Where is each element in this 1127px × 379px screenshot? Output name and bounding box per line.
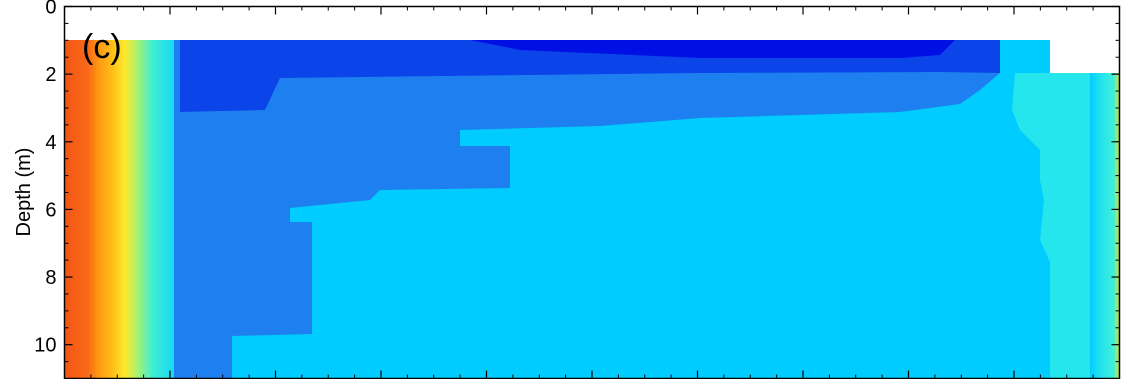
y-tick-label: 2 bbox=[45, 64, 56, 86]
right-gradient-band bbox=[1090, 73, 1120, 379]
y-tick-label: 0 bbox=[45, 0, 56, 19]
x-axis bbox=[90, 6, 1094, 379]
y-tick-label: 8 bbox=[45, 267, 56, 289]
y-tick-label: 10 bbox=[34, 335, 56, 357]
y-tick-label: 4 bbox=[45, 132, 56, 154]
y-tick-label: 6 bbox=[45, 199, 56, 221]
y-axis-label: Depth (m) bbox=[13, 148, 35, 237]
y-axis: 0 2 4 6 8 10 bbox=[34, 0, 1120, 363]
heatmap-field bbox=[64, 6, 1120, 379]
mid-blue-region bbox=[170, 40, 1000, 379]
darkest-blue-region bbox=[470, 40, 955, 58]
panel-label: (c) bbox=[82, 28, 122, 66]
left-warm-band bbox=[64, 40, 174, 379]
